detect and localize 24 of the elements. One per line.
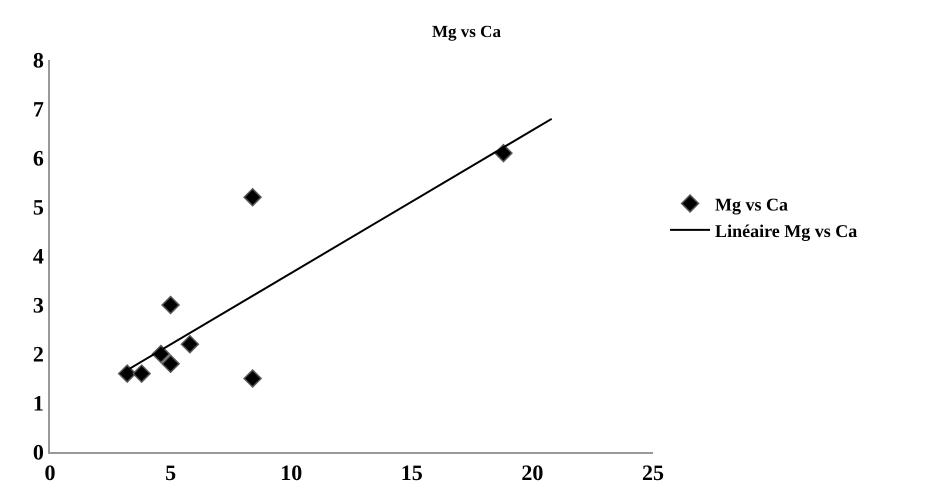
y-tick-label: 2 bbox=[32, 342, 44, 367]
y-tick-label: 6 bbox=[32, 146, 44, 171]
point bbox=[180, 335, 200, 354]
point bbox=[243, 369, 262, 388]
x-tick-label: 20 bbox=[521, 460, 544, 486]
x-tick-label: 10 bbox=[280, 460, 302, 486]
chart-title: Mg vs Ca bbox=[432, 22, 502, 41]
point bbox=[161, 354, 180, 373]
point bbox=[243, 188, 262, 206]
legend-label: Mg vs Ca bbox=[715, 194, 788, 215]
y-tick-label: 7 bbox=[32, 96, 44, 122]
x-tick-label: 15 bbox=[400, 460, 423, 486]
y-tick-label: 1 bbox=[32, 390, 44, 416]
x-tick-label: 5 bbox=[165, 460, 176, 486]
legend-label: Linéaire Mg vs Ca bbox=[715, 220, 858, 241]
y-tick-label: 3 bbox=[32, 292, 44, 318]
x-tick-label: 25 bbox=[642, 460, 664, 486]
y-tick-label: 0 bbox=[32, 440, 44, 465]
y-tick-label: 5 bbox=[32, 194, 44, 220]
point bbox=[132, 364, 151, 383]
y-tick-label: 8 bbox=[32, 48, 44, 73]
point bbox=[161, 296, 180, 314]
point bbox=[118, 364, 136, 383]
y-tick-label: 4 bbox=[32, 244, 44, 269]
